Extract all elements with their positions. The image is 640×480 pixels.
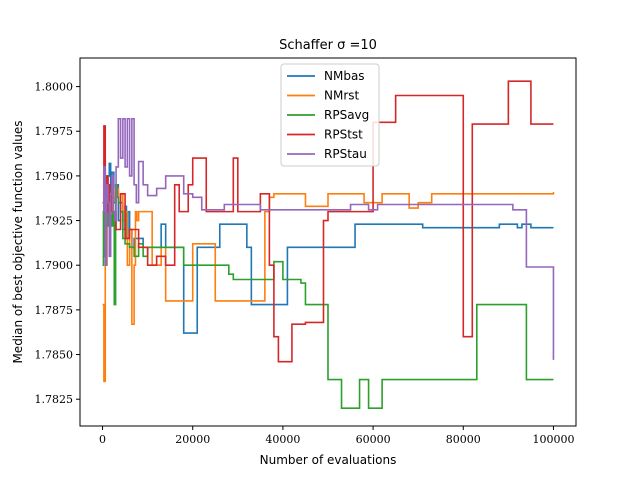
x-tick-label: 80000	[446, 433, 481, 446]
x-tick-label: 60000	[356, 433, 391, 446]
legend-label-rpsavg: RPSavg	[324, 108, 369, 122]
legend-label-rpstst: RPStst	[324, 128, 363, 142]
x-axis-label: Number of evaluations	[260, 453, 397, 467]
x-tick-label: 100000	[532, 433, 574, 446]
legend-box	[280, 63, 380, 167]
y-tick-label: 1.7950	[35, 170, 74, 183]
legend: NMbas NMrst RPSavg RPStst RPStau	[280, 63, 380, 167]
y-tick-label: 1.7900	[35, 259, 74, 272]
legend-label-nmbas: NMbas	[324, 69, 365, 83]
chart-title: Schaffer σ =10	[279, 38, 377, 53]
y-tick-label: 1.7875	[35, 304, 74, 317]
y-tick-label: 1.7850	[35, 349, 74, 362]
series-line-rpstau	[102, 117, 555, 360]
y-tick-label: 1.7925	[35, 215, 74, 228]
x-tick-label: 40000	[265, 433, 300, 446]
y-tick-label: 1.7975	[35, 125, 74, 138]
y-axis-label: Median of best objective function values	[11, 120, 25, 363]
plot-frame	[79, 57, 577, 427]
x-tick-label: 0	[99, 433, 106, 446]
y-tick-label: 1.8000	[35, 81, 74, 94]
legend-label-rpstau: RPStau	[324, 147, 367, 161]
y-tick-label: 1.7825	[35, 393, 74, 406]
x-tick-label: 20000	[175, 433, 210, 446]
x-axis: 0 20000 40000 60000 80000 100000	[99, 426, 574, 446]
legend-label-nmrst: NMrst	[324, 89, 360, 103]
plot-lines	[102, 80, 555, 409]
y-axis: 1.7825 1.7850 1.7875 1.7900 1.7925 1.7950 1.79…	[35, 81, 80, 406]
